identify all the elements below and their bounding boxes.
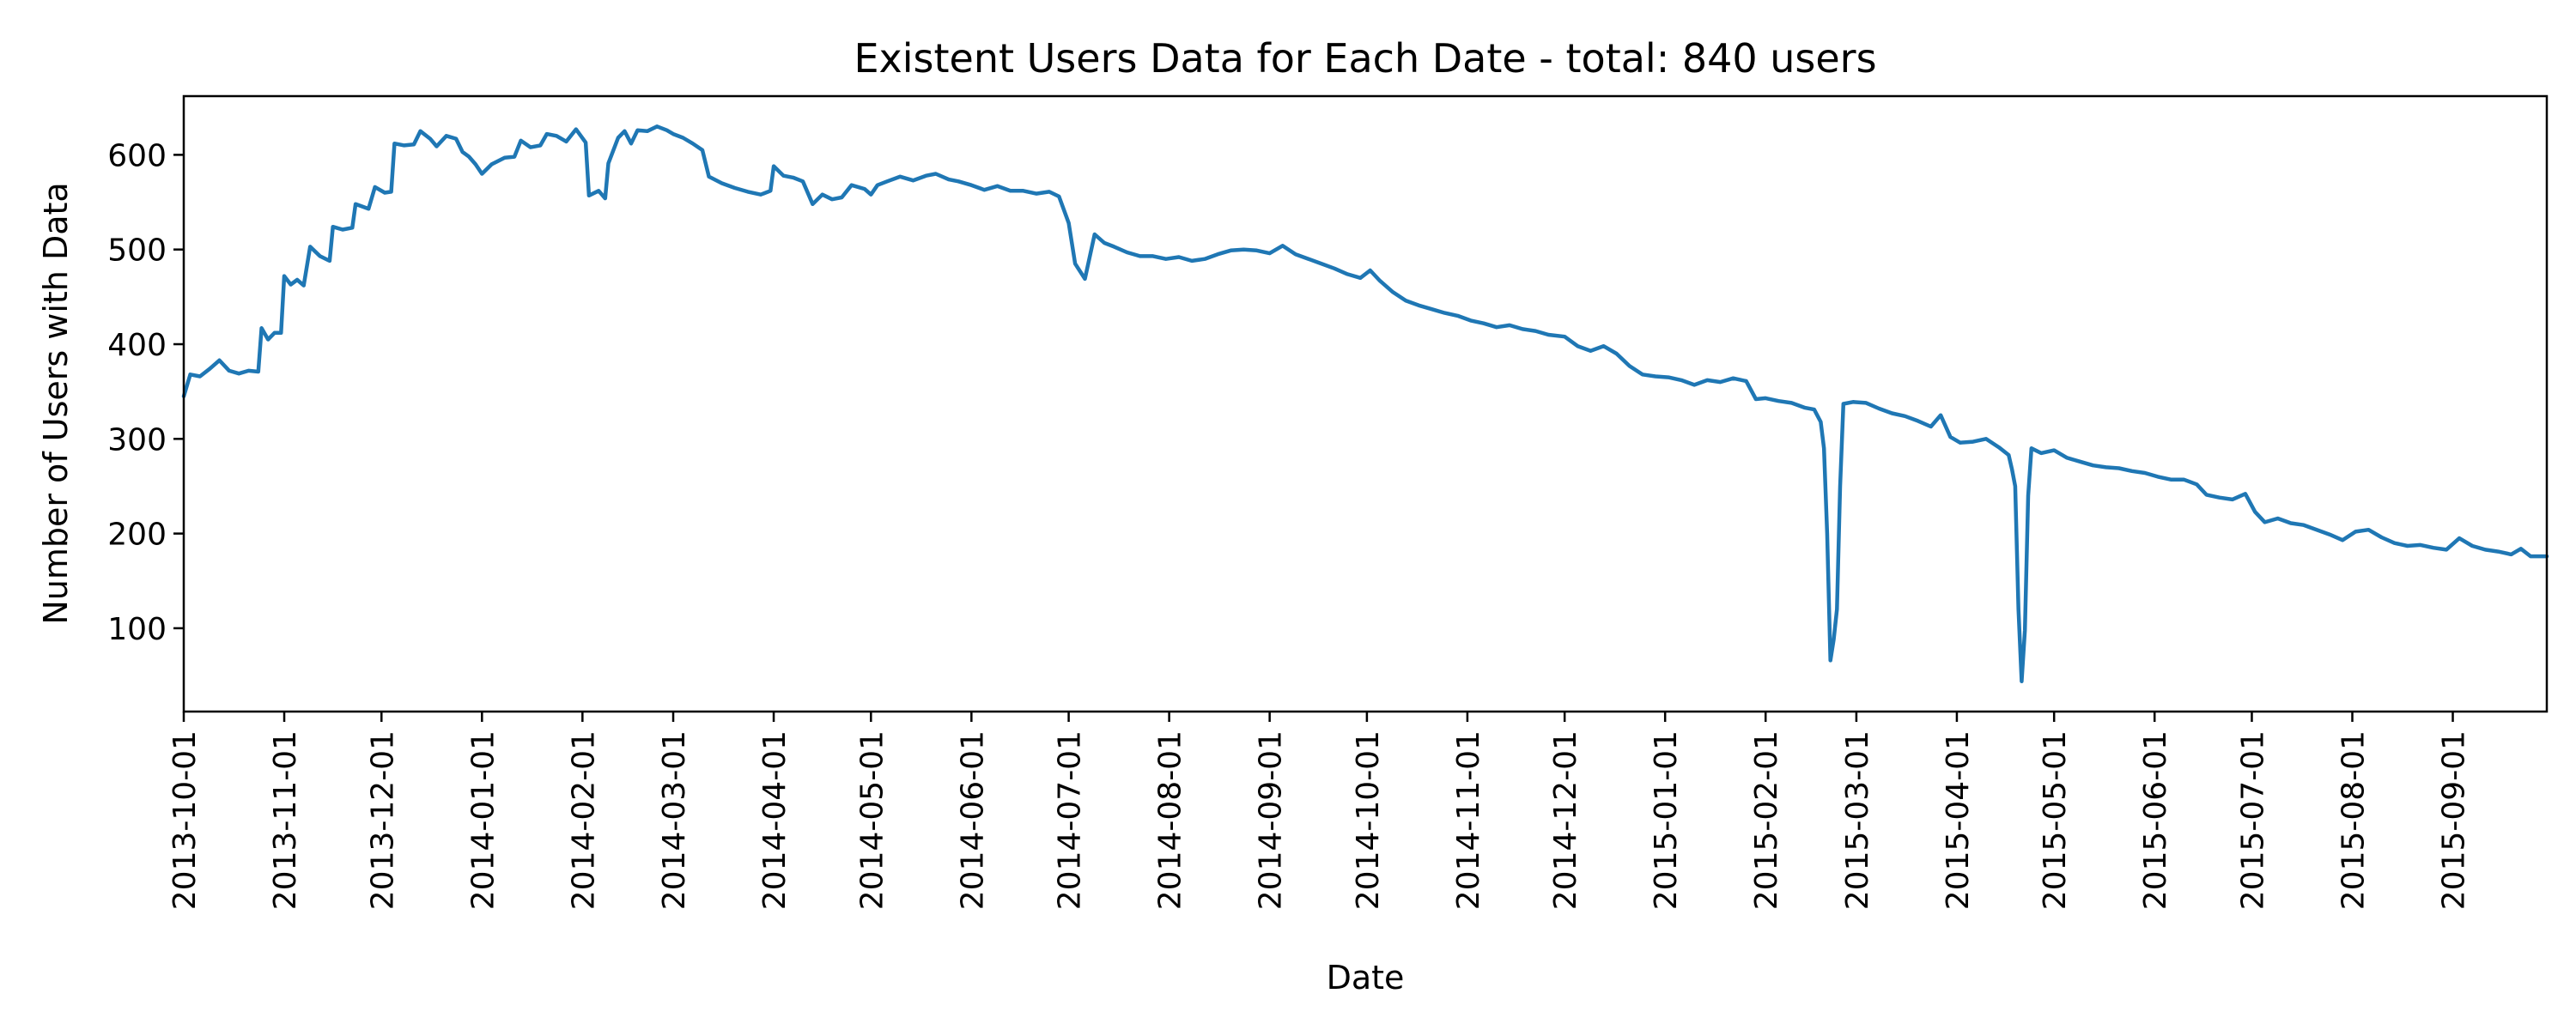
y-tick-label: 400 <box>107 328 167 363</box>
x-tick-label: 2015-04-01 <box>1941 730 1976 910</box>
y-axis-ticks: 100 200 300 400 500 600 <box>107 138 184 647</box>
x-tick-label: 2015-06-01 <box>2138 730 2173 910</box>
x-tick-label: 2015-03-01 <box>1840 730 1875 910</box>
x-tick-label: 2014-06-01 <box>955 730 990 910</box>
x-tick-label: 2014-08-01 <box>1153 730 1188 910</box>
y-tick-label: 500 <box>107 233 167 269</box>
x-tick-label: 2015-07-01 <box>2235 730 2270 910</box>
x-axis-label: Date <box>1327 959 1405 997</box>
x-tick-label: 2014-11-01 <box>1451 730 1486 910</box>
x-tick-label: 2014-02-01 <box>566 730 601 910</box>
x-tick-label: 2014-05-01 <box>854 730 890 910</box>
x-tick-label: 2013-11-01 <box>268 730 303 910</box>
x-tick-label: 2014-01-01 <box>465 730 501 910</box>
x-tick-label: 2014-09-01 <box>1254 730 1289 910</box>
x-tick-label: 2014-12-01 <box>1548 730 1583 910</box>
y-tick-label: 600 <box>107 138 167 173</box>
x-tick-label: 2014-10-01 <box>1351 730 1386 910</box>
x-tick-label: 2013-12-01 <box>365 730 400 910</box>
x-tick-label: 2015-09-01 <box>2437 730 2472 910</box>
x-axis-ticks: 2013-10-01 2013-11-01 2013-12-01 2014-01-01… <box>167 712 2472 910</box>
x-tick-label: 2014-07-01 <box>1053 730 1088 910</box>
y-axis-label: Number of Users with Data <box>37 182 75 624</box>
x-tick-label: 2015-02-01 <box>1749 730 1784 910</box>
x-tick-label: 2015-05-01 <box>2038 730 2073 910</box>
plot-frame <box>182 94 2549 713</box>
x-tick-label: 2015-08-01 <box>2336 730 2371 910</box>
y-tick-label: 300 <box>107 422 167 457</box>
x-tick-label: 2015-01-01 <box>1649 730 1684 910</box>
x-tick-label: 2014-04-01 <box>757 730 793 910</box>
x-tick-label: 2014-03-01 <box>657 730 692 910</box>
y-tick-label: 200 <box>107 518 167 553</box>
series-line <box>181 124 2549 683</box>
chart-title: Existent Users Data for Each Date - tota… <box>854 35 1876 82</box>
y-tick-label: 100 <box>107 612 167 647</box>
x-tick-label: 2013-10-01 <box>167 730 203 910</box>
